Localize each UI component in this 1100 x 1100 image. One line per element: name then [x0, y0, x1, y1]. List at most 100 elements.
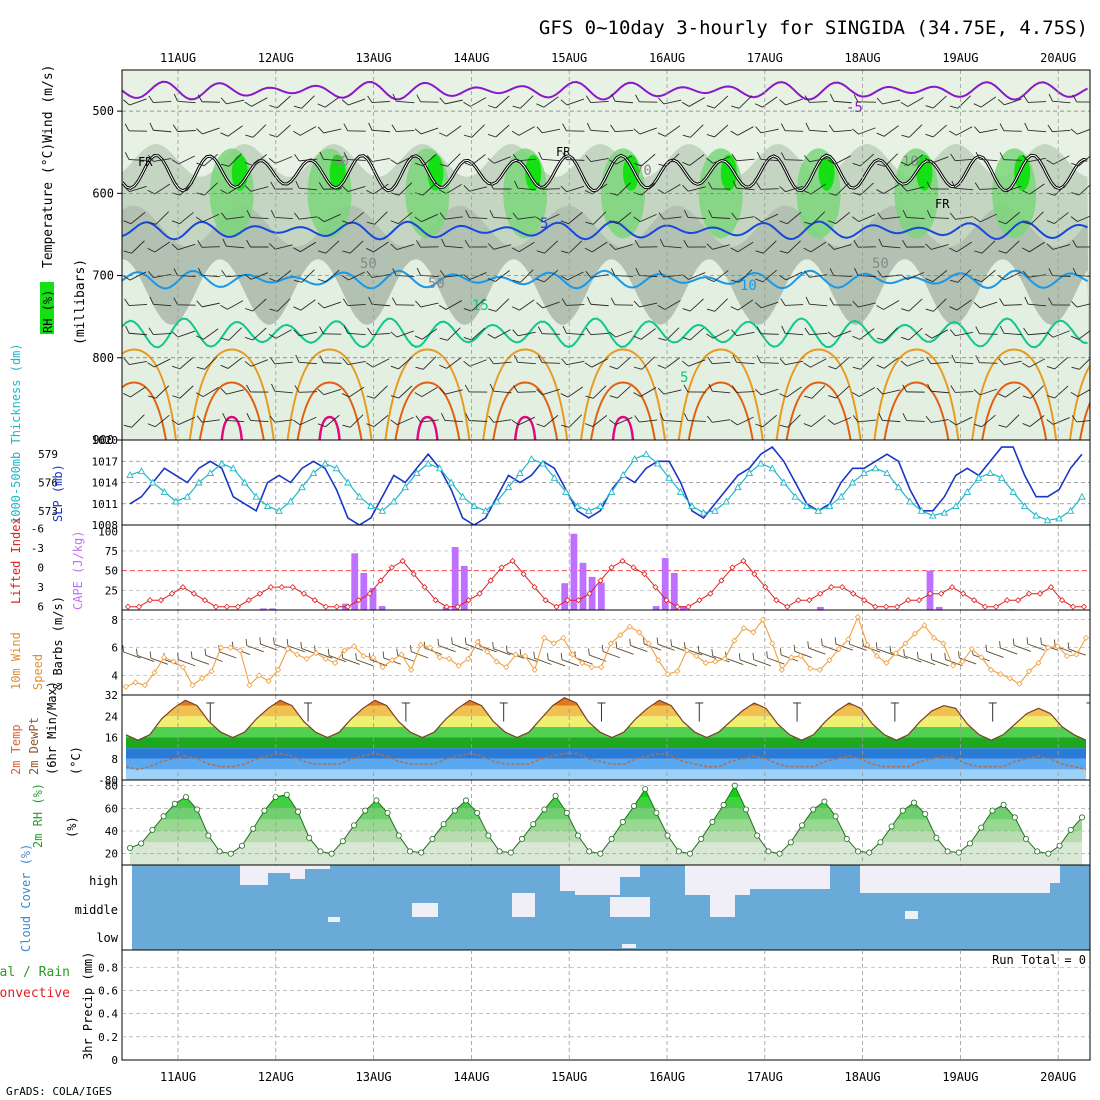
wind-barb	[341, 271, 365, 281]
wind-barb	[1022, 155, 1047, 163]
rh-plume-core	[916, 154, 933, 191]
wind-barb	[245, 124, 267, 138]
isotherm-25	[785, 381, 852, 440]
barb-flag	[610, 297, 616, 306]
barb-flag	[949, 420, 957, 426]
wind-barb	[245, 298, 267, 312]
wind-barb	[973, 269, 996, 283]
wind-barb	[634, 356, 656, 370]
li-point	[179, 584, 187, 591]
barb-flag	[439, 132, 447, 137]
cape-bar	[351, 553, 359, 610]
barb-staff	[738, 95, 753, 109]
wind-speed-point	[294, 651, 301, 658]
surface-barb	[1012, 638, 1032, 652]
cape-axis-label: CAPE (J/kg)	[71, 531, 85, 610]
barb-flag	[293, 105, 302, 109]
barb-staff	[809, 157, 828, 163]
barb-flag	[342, 424, 351, 428]
surface-barb	[834, 637, 854, 651]
li-point	[916, 597, 923, 604]
surface-barb	[629, 638, 648, 653]
wind-barb	[368, 296, 391, 307]
barb-flag	[244, 273, 252, 280]
thickness-point	[562, 488, 570, 495]
li-point	[201, 597, 208, 604]
wind-barb	[365, 358, 390, 368]
barb-staff	[250, 272, 269, 280]
barb-staff	[640, 328, 656, 340]
wind-barb	[220, 388, 245, 395]
barb-staff	[665, 125, 681, 137]
wind-barb	[585, 155, 609, 163]
wind-barb	[269, 356, 293, 365]
barb-flag	[317, 126, 324, 134]
li-point	[1036, 590, 1044, 597]
wind-barb	[147, 271, 172, 278]
precip-total-rain-label: tal / Rain	[0, 965, 70, 980]
barb-staff	[252, 298, 267, 312]
li-point	[333, 603, 340, 610]
tick-label: 6	[37, 601, 44, 614]
wind-barb	[195, 213, 220, 223]
wind-barb	[390, 211, 413, 225]
barb-flag	[585, 155, 592, 162]
thickness-point	[1066, 506, 1075, 514]
wind-speed-point	[664, 671, 671, 678]
thickness-point	[848, 478, 857, 486]
barb-staff	[543, 414, 559, 428]
barb-flag	[609, 243, 616, 250]
barb-flag	[414, 335, 423, 340]
barb-staff	[495, 270, 510, 282]
barb-staff	[179, 182, 194, 196]
barb-flag	[196, 335, 204, 340]
barb-flag	[902, 209, 908, 218]
wind-barb	[366, 385, 388, 399]
barb-staff	[690, 124, 704, 138]
barb-staff	[299, 187, 318, 191]
wind-barb	[1046, 212, 1069, 224]
wind-barb	[732, 180, 755, 191]
barb-flag	[196, 300, 203, 308]
barb-staff	[1029, 241, 1045, 253]
rh-point	[294, 808, 301, 815]
barb-flag	[629, 638, 631, 646]
run-total-annotation: Run Total = 0	[992, 953, 1086, 967]
wind-barb	[682, 124, 704, 138]
barb-staff	[835, 212, 851, 224]
wind-speed-point	[788, 654, 795, 661]
barb-staff	[177, 243, 196, 251]
li-point	[542, 597, 549, 604]
cape-bar	[597, 582, 605, 610]
barb-staff	[980, 213, 997, 223]
thickness-point	[688, 502, 696, 510]
high-cloud-gap	[268, 865, 290, 873]
barb-flag	[536, 216, 544, 223]
barb-flag	[414, 128, 422, 135]
tick-label: 16	[105, 732, 118, 745]
barb-flag	[854, 267, 859, 276]
barb-staff	[979, 188, 998, 190]
wind-barb	[390, 356, 413, 370]
barb-flag	[999, 152, 1005, 160]
barb-staff	[444, 245, 463, 249]
contour-label: 5	[540, 216, 548, 232]
surface-barb	[286, 639, 306, 653]
barb-flag	[805, 122, 810, 131]
barb-flag	[779, 648, 782, 656]
wind-speed-point	[246, 682, 253, 689]
li-point	[311, 597, 318, 604]
wind-barb	[464, 384, 488, 393]
barb-flag	[488, 308, 497, 312]
wind-barb	[900, 154, 924, 166]
barb-flag	[196, 415, 203, 423]
rh-point	[238, 842, 245, 849]
wind-barb	[123, 98, 147, 106]
tick-label: -80	[98, 774, 118, 787]
wind-barb	[415, 356, 437, 370]
barb-flag	[949, 105, 958, 109]
barb-staff	[227, 357, 243, 369]
wind-barb	[317, 414, 340, 428]
barb-staff	[422, 328, 438, 340]
li-point	[806, 597, 813, 604]
